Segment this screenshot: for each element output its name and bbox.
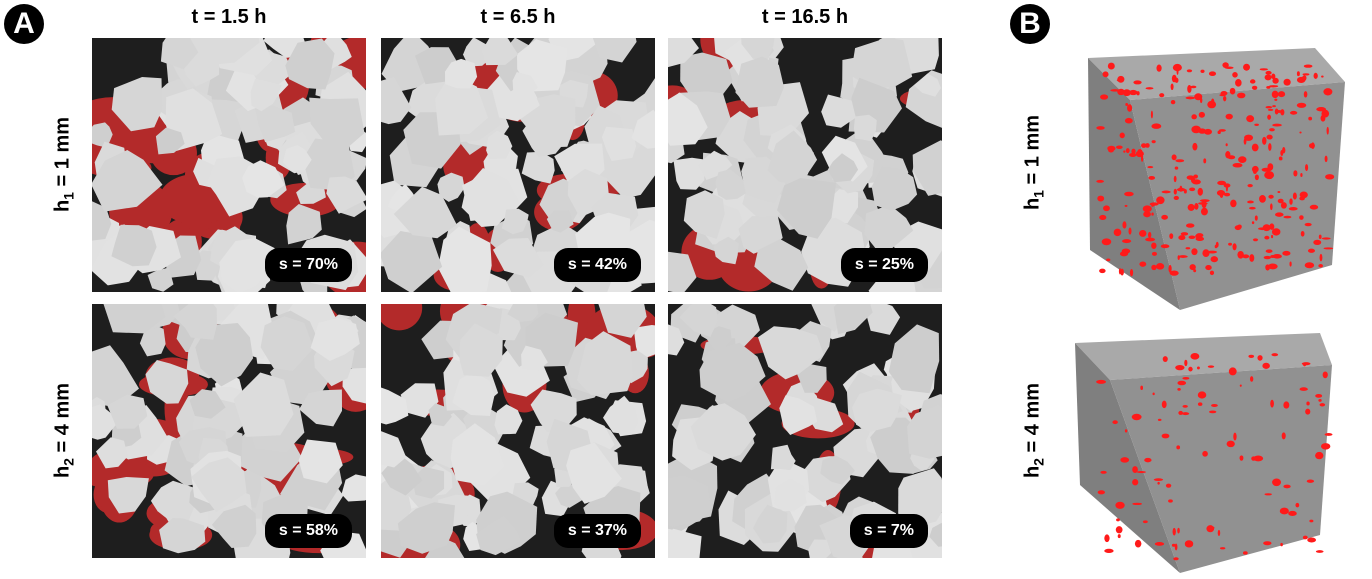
panel-b-badge: B [1010,4,1050,44]
ct-slice-h1-t3: s = 25% [668,38,942,292]
row-header-1: h1 = 1 mm [51,116,77,213]
saturation-label: s = 70% [264,248,352,282]
ct-slice-h1-t2: s = 42% [381,38,655,292]
ct-slice-h1-t1: s = 70% [92,38,366,292]
saturation-label: s = 58% [264,514,352,548]
panel-a-badge: A [4,4,44,44]
saturation-label: s = 37% [553,514,641,548]
column-header-2: t = 6.5 h [480,6,556,28]
ct-slice-h2-t3: s = 7% [668,304,942,558]
row-header-2: h2 = 4 mm [51,382,77,479]
cube-row-header-1: h1 = 1 mm [1021,114,1047,211]
cube-render-h1 [1088,48,1345,310]
saturation-label: s = 7% [849,514,928,548]
column-header-3: t = 16.5 h [761,6,849,28]
cube-render-h2 [1075,333,1333,573]
ct-slice-h2-t1: s = 58% [92,304,366,558]
cube-row-header-2: h2 = 4 mm [1021,382,1047,479]
saturation-label: s = 42% [553,248,641,282]
column-header-1: t = 1.5 h [191,6,267,28]
ct-slice-h2-t2: s = 37% [381,304,655,558]
saturation-label: s = 25% [840,248,928,282]
